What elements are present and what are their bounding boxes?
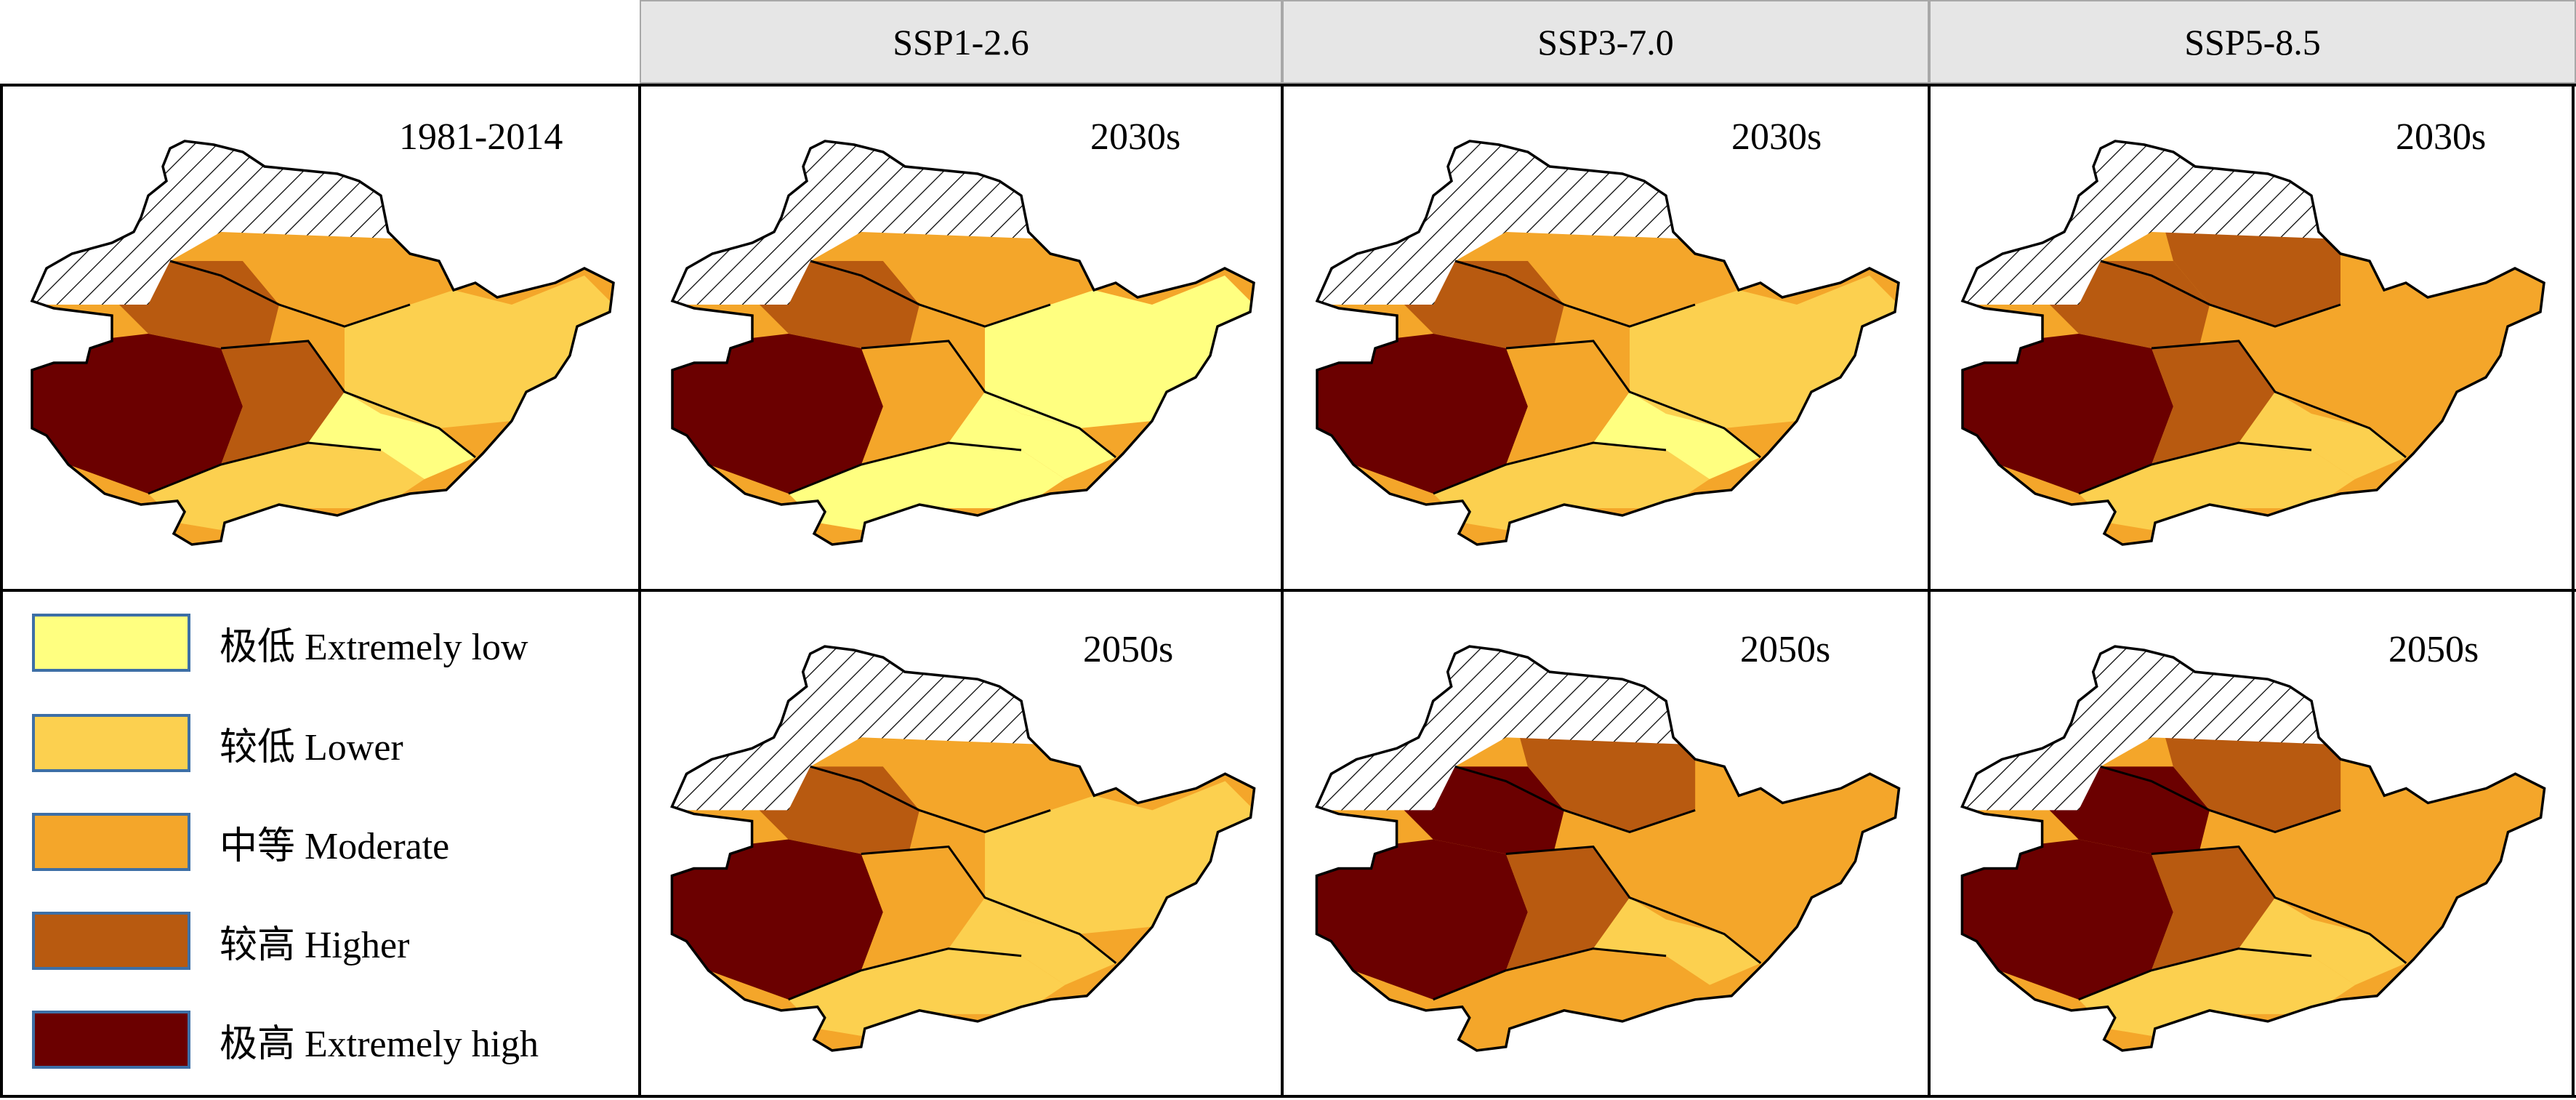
header-ssp126: SSP1-2.6: [640, 0, 1282, 84]
period-label: 2050s: [1083, 629, 1174, 670]
legend-swatch: [32, 614, 190, 672]
period-label: 2050s: [2388, 629, 2479, 670]
legend-item-lower: 较低 Lower: [32, 714, 403, 772]
legend-swatch: [32, 813, 190, 871]
map-ssp585-2030s: [1960, 140, 2545, 546]
map-panel-ssp370-2050s: 2050s: [1284, 592, 1928, 1095]
legend-item-moderate: 中等 Moderate: [32, 813, 449, 871]
legend-label: 极低 Extremely low: [220, 626, 528, 668]
period-label: 2050s: [1740, 629, 1831, 670]
map-panel-baseline: 1981-2014: [3, 87, 638, 589]
legend-item-extremely-high: 极高 Extremely high: [32, 1011, 539, 1069]
map-ssp126-2030s: [670, 140, 1255, 546]
legend-label: 极高 Extremely high: [220, 1023, 539, 1065]
grid-col2: [1281, 84, 1284, 1098]
period-label: 2030s: [1090, 116, 1181, 158]
legend-swatch: [32, 714, 190, 772]
grid-right: [2572, 84, 2575, 1098]
legend-swatch: [32, 912, 190, 970]
grid-bottom: [0, 1095, 2576, 1098]
period-label: 2030s: [1731, 116, 1822, 158]
period-label: 1981-2014: [399, 116, 563, 158]
grid-left: [0, 84, 3, 1098]
map-panel-ssp370-2030s: 2030s: [1284, 87, 1928, 589]
map-ssp585-2050s: [1960, 645, 2546, 1052]
grid-col3: [1928, 84, 1931, 1098]
period-label: 2030s: [2396, 116, 2487, 158]
legend-panel: 极低 Extremely low 较低 Lower 中等 Moderate 较高…: [3, 592, 638, 1095]
map-panel-ssp585-2030s: 2030s: [1931, 87, 2572, 589]
legend-item-higher: 较高 Higher: [32, 912, 409, 970]
legend-label: 中等 Moderate: [220, 825, 450, 867]
legend-swatch: [32, 1011, 190, 1069]
map-panel-ssp126-2030s: 2030s: [641, 87, 1281, 589]
map-ssp370-2030s: [1315, 140, 1900, 546]
legend-item-extremely-low: 极低 Extremely low: [32, 614, 528, 672]
map-baseline: [30, 140, 615, 546]
legend-label: 较低 Lower: [220, 726, 403, 768]
map-ssp370-2050s: [1315, 645, 1901, 1052]
map-panel-ssp585-2050s: 2050s: [1931, 592, 2572, 1095]
header-ssp370: SSP3-7.0: [1282, 0, 1929, 84]
legend-label: 较高 Higher: [220, 924, 410, 966]
grid-middle: [0, 589, 2576, 592]
map-ssp126-2050s: [670, 645, 1256, 1052]
header-ssp585: SSP5-8.5: [1929, 0, 2576, 84]
map-panel-ssp126-2050s: 2050s: [641, 592, 1281, 1095]
grid-top: [0, 84, 2576, 87]
grid-col1: [638, 84, 641, 1098]
